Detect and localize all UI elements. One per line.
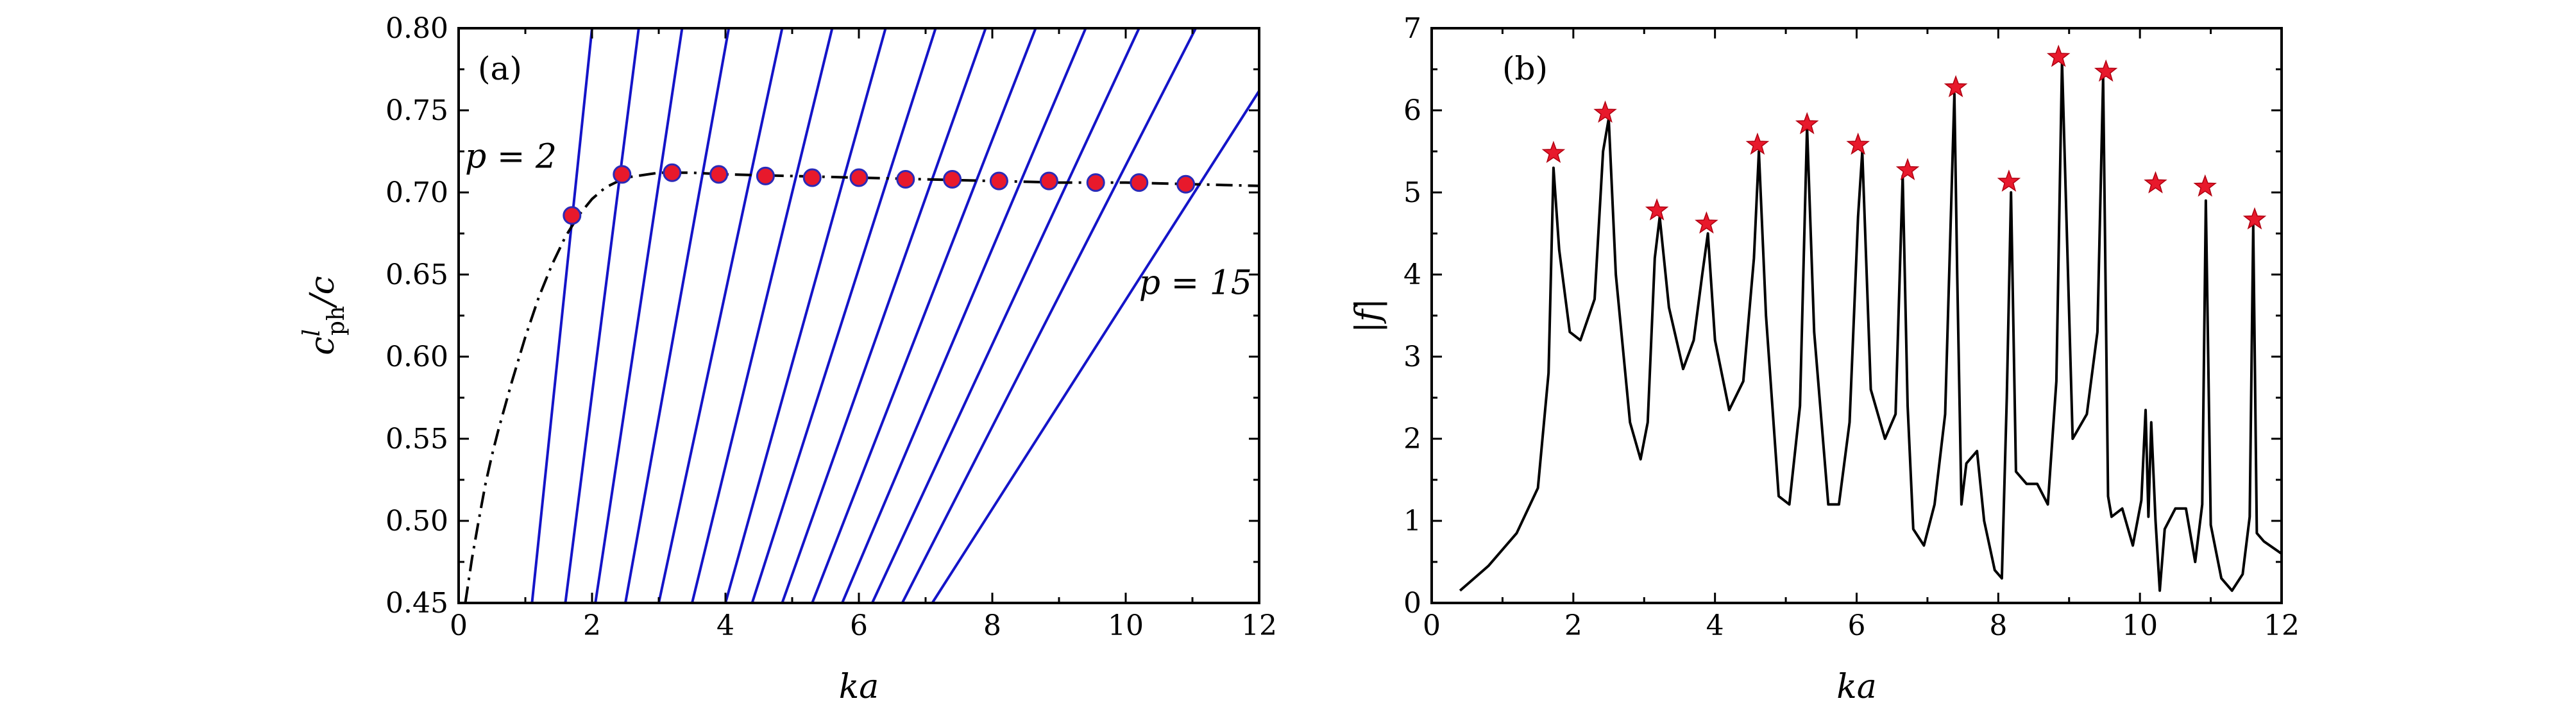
panel-b-y-axis-label: |f| (1349, 298, 1387, 333)
panel-a-x-tick-label: 2 (583, 609, 601, 642)
panel-a-x-tick-label: 6 (850, 609, 868, 642)
line-p2 (530, 28, 593, 603)
panel-a-x-tick-label: 8 (983, 609, 1001, 642)
intersection-point (802, 168, 822, 187)
panel-b-x-tick-label: 0 (1423, 609, 1441, 642)
intersection-point (896, 170, 915, 189)
panel-a-axes: 0 2 4 6 8 10 12 0.45 0.50 0.55 0.60 0.65 0.70 0.75 0.8… (386, 12, 1277, 642)
panel-a-x-tick-label: 10 (1108, 609, 1144, 642)
annotation-p2: p = 2 (465, 138, 557, 176)
line-p10 (781, 28, 987, 603)
panel-a-y-tick-label: 0.45 (386, 587, 448, 620)
intersection-point (756, 166, 775, 185)
intersection-point (1086, 173, 1105, 192)
panel-a-y-tick-label: 0.70 (386, 176, 448, 209)
panel-b-x-tick-label: 2 (1564, 609, 1582, 642)
line-p7 (691, 28, 834, 603)
panel-a-y-tick-label: 0.60 (386, 341, 448, 373)
intersection-point (1176, 174, 1196, 194)
peak-star (2242, 207, 2267, 230)
ylabel-main: c (303, 337, 342, 355)
panel-a-y-tick-label: 0.65 (386, 259, 448, 291)
peak-star (1944, 75, 1968, 97)
peak-star (1593, 100, 1617, 123)
panel-b-x-tick-label: 6 (1848, 609, 1866, 642)
panel-b-x-tick-label: 8 (1989, 609, 2007, 642)
line-p13 (870, 28, 1140, 603)
intersection-point (563, 206, 582, 225)
line-p8 (724, 28, 887, 603)
dispersion-curve (464, 171, 1259, 603)
panel-b-label: (b) (1502, 50, 1548, 87)
panel-a-x-tick-label: 4 (716, 609, 734, 642)
peak-star (1895, 158, 1920, 180)
panel-a-y-tick-label: 0.50 (386, 505, 448, 538)
panel-a-label: (a) (478, 50, 522, 87)
intersection-point (709, 165, 729, 184)
line-p15 (931, 89, 1259, 603)
annotation-p15: p = 15 (1139, 264, 1252, 303)
ylabel-superscript: l (299, 329, 325, 337)
intersection-point (663, 163, 682, 182)
line-p6 (657, 28, 784, 603)
peak-star (1997, 169, 2021, 192)
intersection-point (943, 170, 962, 189)
intersection-point (1039, 171, 1058, 191)
panel-b-x-axis-label: ka (1836, 668, 1877, 706)
peak-star (1795, 112, 1819, 135)
intersection-point (613, 165, 632, 184)
line-p9 (750, 28, 937, 603)
intersection-point (1130, 173, 1149, 192)
line-p4 (594, 28, 684, 603)
peak-star (2193, 174, 2217, 197)
line-p14 (901, 28, 1197, 603)
panel-b-x-tick-label: 12 (2264, 609, 2300, 642)
peak-star (2094, 59, 2118, 82)
panel-b-y-tick-label: 3 (1403, 341, 1421, 373)
line-p11 (811, 28, 1037, 603)
panel-b-x-tick-label: 4 (1706, 609, 1724, 642)
intersection-point (849, 168, 869, 187)
peak-star (2046, 44, 2071, 67)
line-p5 (624, 28, 731, 603)
panel-b-y-tick-label: 6 (1403, 94, 1421, 127)
ylabel-tail: /c (303, 276, 342, 309)
line-p12 (841, 28, 1087, 603)
line-p3 (564, 28, 640, 603)
panel-b-y-tick-label: 4 (1403, 259, 1421, 291)
panel-b-y-tick-label: 0 (1403, 587, 1421, 620)
peak-star (1745, 132, 1770, 155)
peak-star (2144, 171, 2167, 194)
peak-star (1541, 140, 1566, 164)
panel-a-y-tick-label: 0.55 (386, 423, 448, 455)
panel-b-y-tick-label: 5 (1403, 176, 1421, 209)
panel-a-y-axis-label: clph/c (299, 276, 350, 355)
peak-star (1645, 198, 1669, 221)
panel-a-chart: 0 2 4 6 8 10 12 0.45 0.50 0.55 0.60 0.65 0.70 0.75 0.8… (299, 12, 1277, 706)
panel-b-y-tick-label: 1 (1403, 505, 1421, 538)
ylabel-subscript: ph (323, 306, 350, 335)
peak-star (1846, 132, 1870, 155)
panel-a-x-tick-label: 0 (450, 609, 468, 642)
intersection-point (989, 171, 1008, 191)
f-magnitude-curve (1459, 60, 2282, 592)
panel-a-y-tick-label: 0.75 (386, 94, 448, 127)
panel-a-plot-area (464, 28, 1259, 603)
panel-b-x-tick-label: 10 (2122, 609, 2158, 642)
panel-b-plot-area (1459, 44, 2282, 592)
panel-a-x-axis-label: ka (839, 668, 879, 706)
peak-star (1695, 211, 1718, 234)
panel-a-frame (457, 27, 1260, 604)
panel-b-y-tick-label: 7 (1403, 12, 1421, 45)
panel-a-x-tick-label: 12 (1241, 609, 1277, 642)
panel-b-y-tick-label: 2 (1403, 423, 1421, 455)
panel-a-y-tick-label: 0.80 (386, 12, 448, 45)
